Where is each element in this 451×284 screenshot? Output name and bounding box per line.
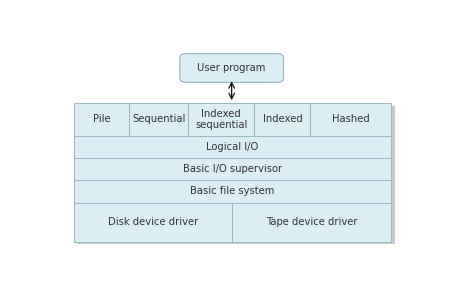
- Text: Logical I/O: Logical I/O: [206, 142, 258, 152]
- Bar: [74, 103, 129, 136]
- Text: Basic file system: Basic file system: [190, 186, 274, 196]
- Bar: [310, 103, 390, 136]
- Text: User program: User program: [197, 63, 265, 73]
- Text: Indexed
sequential: Indexed sequential: [194, 108, 247, 130]
- Bar: [188, 103, 254, 136]
- Text: Basic I/O supervisor: Basic I/O supervisor: [183, 164, 281, 174]
- Text: Pile: Pile: [92, 114, 110, 124]
- Bar: [74, 158, 390, 179]
- Bar: [74, 179, 390, 203]
- Bar: [254, 103, 310, 136]
- Bar: [129, 103, 188, 136]
- Text: Sequential: Sequential: [132, 114, 185, 124]
- Bar: [74, 136, 390, 158]
- Text: Disk device driver: Disk device driver: [108, 217, 198, 227]
- Text: Indexed: Indexed: [262, 114, 302, 124]
- FancyBboxPatch shape: [179, 54, 283, 82]
- Bar: [232, 203, 390, 242]
- Text: Tape device driver: Tape device driver: [265, 217, 357, 227]
- Bar: [78, 106, 394, 245]
- Text: Hashed: Hashed: [331, 114, 369, 124]
- Bar: [74, 203, 232, 242]
